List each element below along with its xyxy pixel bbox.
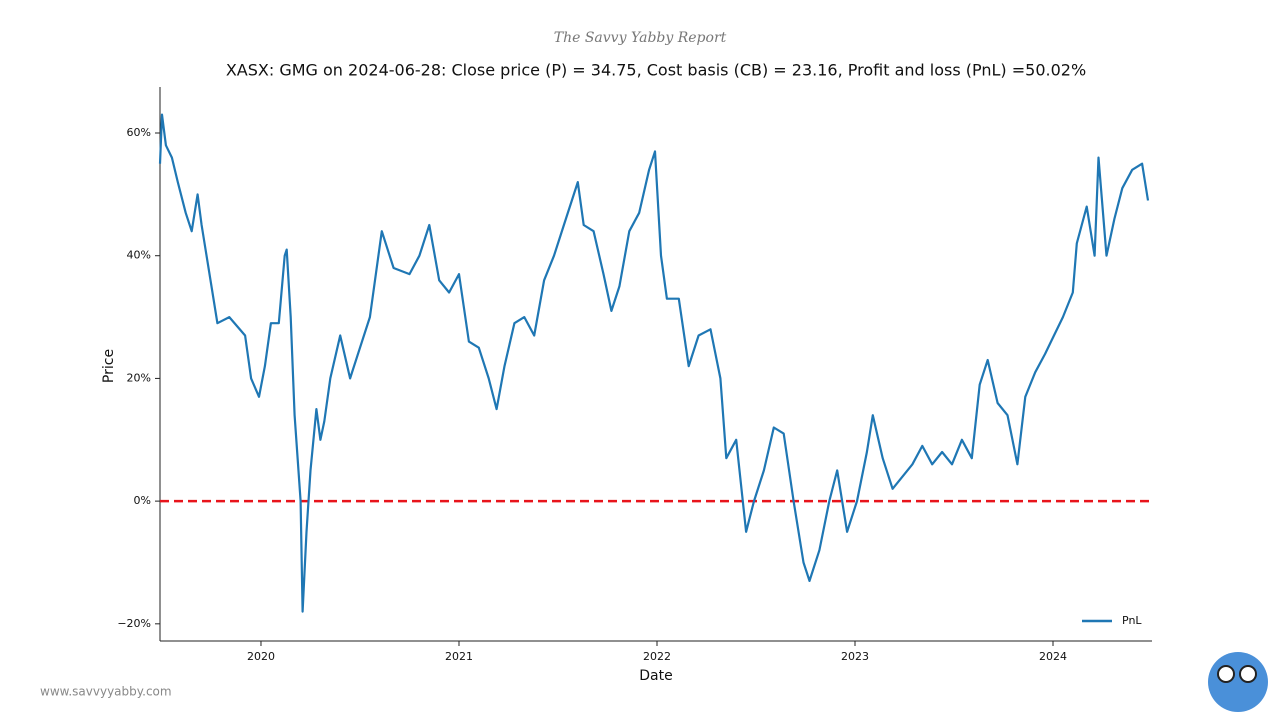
x-axis-label: Date <box>639 668 672 684</box>
header: The Savvy Yabby Report <box>554 30 727 46</box>
y-tick-label: 40% <box>127 249 151 262</box>
y-tick-label: 20% <box>127 371 151 384</box>
x-tick-label: 2022 <box>643 650 671 663</box>
y-tick-label: 0% <box>134 494 151 507</box>
footer: www.savvyyabby.com <box>40 685 172 699</box>
x-tick-label: 2021 <box>445 650 473 663</box>
x-tick-label: 2020 <box>247 650 275 663</box>
x-tick-label: 2024 <box>1039 650 1067 663</box>
x-tick-label: 2023 <box>841 650 869 663</box>
y-tick-label: −20% <box>117 617 151 630</box>
data-line <box>158 113 1150 613</box>
legend-label: PnL <box>1122 614 1142 627</box>
y-tick-label: 60% <box>127 126 151 139</box>
y-axis-label: Price <box>101 349 117 383</box>
chart-title: XASX: GMG on 2024-06-28: Close price (P)… <box>226 61 1086 80</box>
logo <box>1208 652 1268 712</box>
